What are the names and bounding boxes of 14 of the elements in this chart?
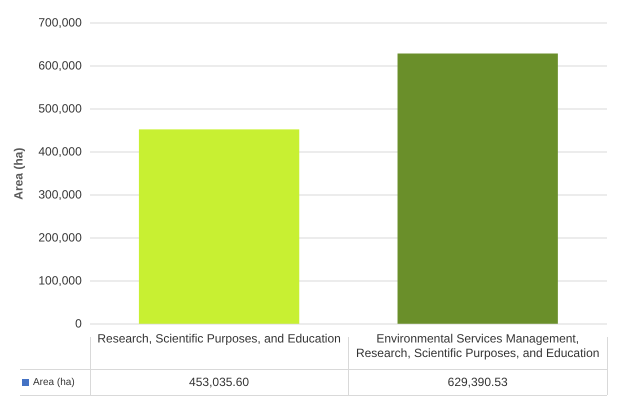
y-tick-label: 600,000 bbox=[38, 58, 82, 73]
data-label: 629,390.53 bbox=[446, 374, 509, 391]
data-label: 453,035.60 bbox=[188, 374, 250, 391]
x-tick-label: Research, Scientific Purposes, and Education bbox=[97, 332, 341, 346]
text: Area (ha) bbox=[33, 376, 75, 388]
x-tick-label: Environmental Services Management, Research, Scientific Purposes, and Education bbox=[356, 332, 600, 360]
y-tick-label: 100,000 bbox=[38, 274, 82, 288]
y-tick-label: 300,000 bbox=[38, 188, 82, 202]
y-tick-label: 0 bbox=[75, 316, 82, 331]
y-tick-label: 200,000 bbox=[38, 230, 82, 245]
y-tick-label: 400,000 bbox=[38, 144, 82, 159]
y-tick-label: 700,000 bbox=[38, 16, 82, 30]
y-axis-title: Area (ha) bbox=[12, 148, 26, 200]
y-tick-label: 500,000 bbox=[38, 102, 82, 116]
